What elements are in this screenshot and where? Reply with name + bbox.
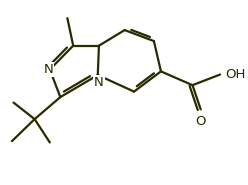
Text: N: N	[44, 63, 54, 76]
Text: N: N	[94, 75, 104, 89]
Text: O: O	[195, 115, 206, 128]
Text: OH: OH	[225, 68, 246, 81]
